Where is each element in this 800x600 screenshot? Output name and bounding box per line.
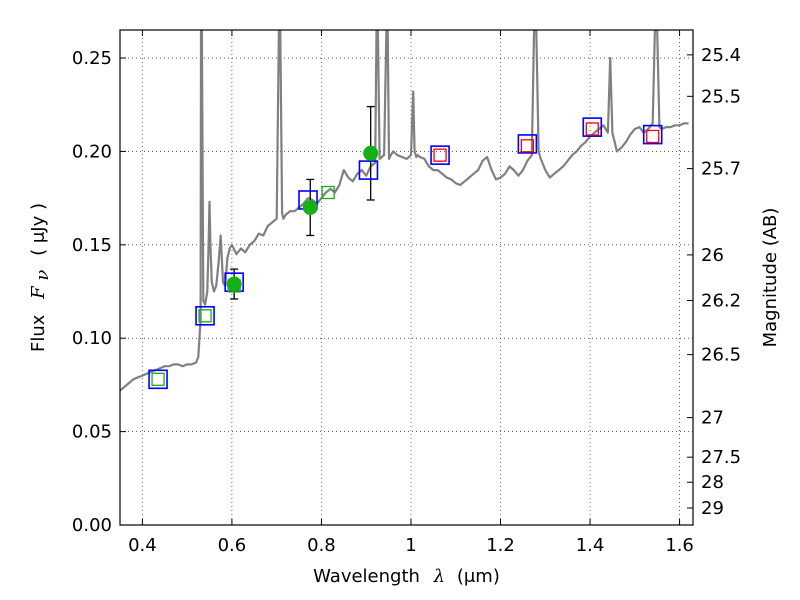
right-tick-label: 25.7	[701, 159, 741, 180]
synthetic-red-square	[433, 148, 447, 162]
x-axis-label-symbol: λ	[433, 566, 445, 587]
y-tick-label: 0.15	[72, 235, 112, 256]
model-square	[358, 160, 379, 180]
synthetic-green-square	[151, 372, 165, 386]
model-square	[642, 124, 663, 145]
y-axis-label: Flux F ν ( μJy )	[28, 203, 53, 352]
x-tick-label: 0.6	[218, 535, 247, 556]
plot-frame	[119, 29, 694, 526]
y-axis-label-text: Flux	[28, 314, 49, 352]
synthetic-green-square	[321, 185, 335, 200]
synthetic-red-square	[520, 139, 535, 153]
right-tick-label: 27	[701, 408, 724, 429]
observed-point	[363, 145, 379, 161]
right-tick-label: 25.5	[701, 86, 741, 107]
y-tick-label: 0.05	[72, 422, 112, 443]
x-axis-label-unit: (μm)	[457, 566, 500, 587]
synthetic-red-square	[646, 129, 660, 144]
x-tick-label: 1.6	[665, 535, 694, 556]
right-tick-label: 26	[701, 245, 724, 266]
y-tick-label: 0.00	[72, 515, 112, 536]
x-tick-label: 0.4	[128, 535, 157, 556]
right-tick-label: 29	[701, 498, 724, 519]
right-tick-label: 28	[701, 472, 724, 493]
observed-point	[226, 276, 242, 292]
axis-ticks: 0.4 0.6 0.8 1 1.2 1.4 1.6 0.00 0.05 0.10 0.15 0.20 0…	[72, 30, 741, 556]
right-tick-label: 26.5	[701, 345, 741, 366]
y-axis-label-symbol: F	[28, 285, 49, 300]
right-tick-label: 25.4	[701, 45, 741, 66]
model-square	[517, 134, 538, 154]
y-tick-label: 0.25	[72, 48, 112, 69]
spectrum-layer	[120, 30, 689, 392]
spectrum-line	[120, 30, 689, 392]
right-tick-label: 27.5	[701, 447, 741, 468]
y-axis-label-unit: ( μJy )	[28, 203, 49, 256]
y-axis-label-sub: ν	[32, 270, 53, 281]
x-axis-label: Wavelength λ (μm)	[313, 566, 500, 587]
x-axis-label-text: Wavelength	[313, 566, 420, 587]
y-tick-label: 0.10	[72, 328, 112, 349]
synthetic-red-square	[585, 122, 599, 136]
x-tick-label: 1.4	[576, 535, 605, 556]
grid-lines	[120, 30, 693, 526]
y-tick-label: 0.20	[72, 141, 112, 162]
synthetic-green-square	[198, 309, 212, 323]
right-axis-label: Magnitude (AB)	[760, 208, 781, 348]
model-square	[195, 305, 215, 326]
model-square	[148, 369, 168, 390]
x-tick-label: 0.8	[307, 535, 336, 556]
model-square	[430, 145, 450, 165]
right-tick-label: 26.2	[701, 290, 741, 311]
x-tick-label: 1	[405, 535, 416, 556]
x-tick-label: 1.2	[486, 535, 515, 556]
data-points-layer	[148, 105, 663, 390]
observed-point	[302, 199, 318, 215]
model-square	[582, 117, 603, 137]
